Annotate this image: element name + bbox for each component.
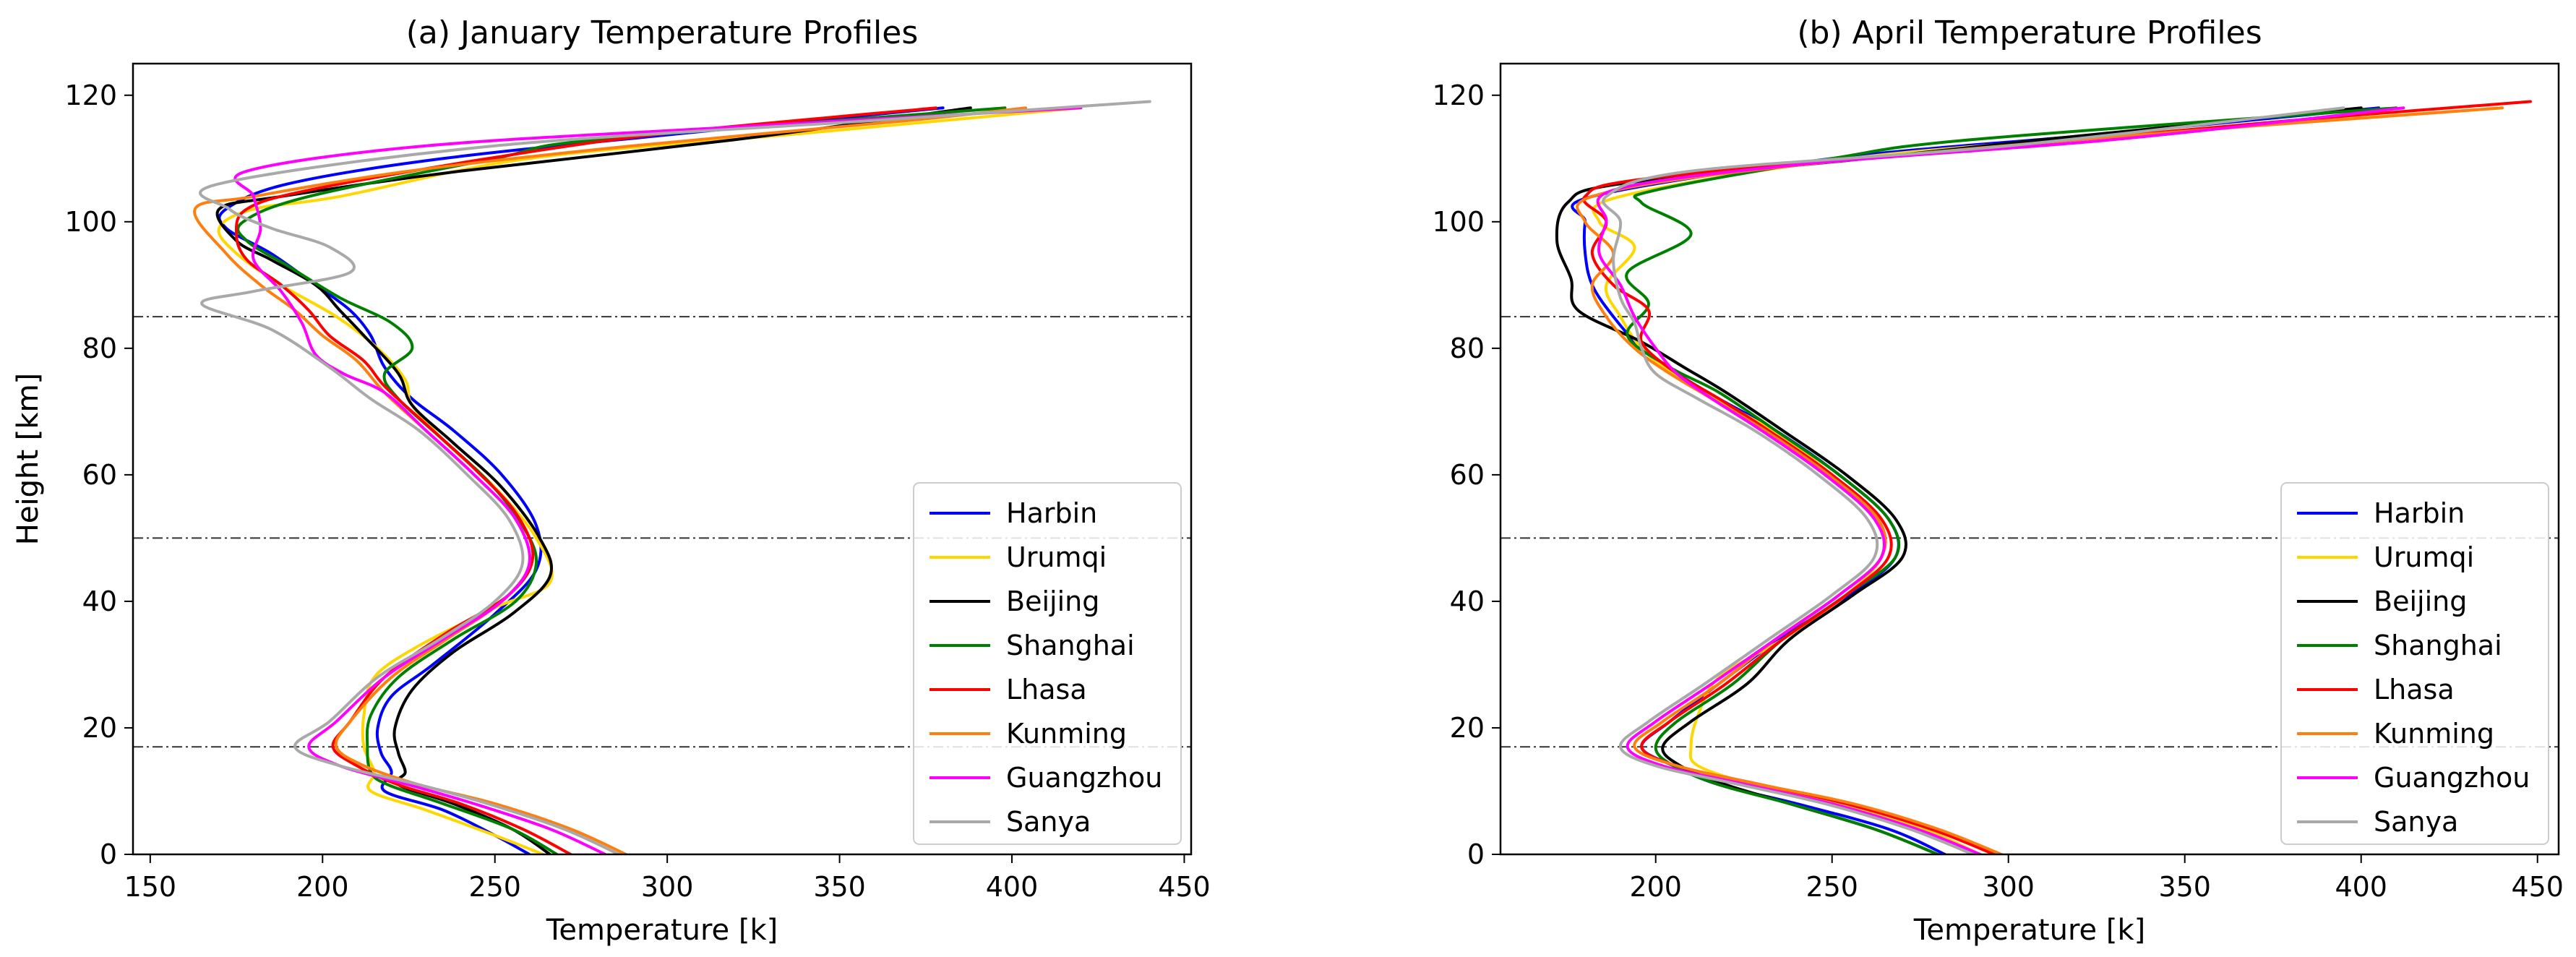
legend-label: Shanghai [2374,630,2502,661]
legend-label: Shanghai [1006,630,1135,661]
y-tick-label: 40 [82,585,117,617]
legend: Harbin Urumqi Beijing Shanghai Lhasa Kunming G… [2280,482,2549,845]
series-line-kunming [193,106,1028,854]
x-axis-label: Temperature [k] [546,914,778,947]
y-tick-label: 80 [1450,332,1485,364]
legend-label: Harbin [2374,497,2465,529]
y-tick-label: 20 [82,712,117,744]
y-tick-label: 100 [64,206,117,238]
legend-label: Kunming [1006,718,1127,750]
legend-label: Beijing [1006,585,1099,617]
x-tick-label: 200 [296,871,349,903]
x-tick-label: 350 [2158,871,2211,903]
y-axis-label: Height [km] [12,373,45,545]
y-tick-label: 80 [82,332,117,364]
x-tick-label: 350 [813,871,866,903]
y-tick-label: 60 [1450,459,1485,491]
legend-box [913,482,1182,845]
legend-label: Beijing [2374,585,2467,617]
legend-box [2280,482,2549,845]
y-tick-label: 120 [1432,80,1485,111]
legend-label: Guangzhou [1006,762,1162,794]
y-tick-label: 60 [82,459,117,491]
chart-title: (b) April Temperature Profiles [1797,14,2262,51]
y-tick-label: 120 [64,80,117,111]
x-tick-label: 200 [1629,871,1682,903]
legend-label: Urumqi [2374,541,2474,573]
legend-label: Lhasa [2374,674,2455,705]
x-axis-label: Temperature [k] [1913,914,2145,947]
x-tick-label: 150 [124,871,177,903]
y-axis-label: Height [km] [12,373,45,545]
panel-april: (b) April Temperature Profiles Temperatu… [12,14,2564,947]
series-line-lhasa [234,106,938,854]
legend-label: Guangzhou [2374,762,2530,794]
y-tick-label: 0 [100,838,117,870]
series-line-shanghai [236,106,1007,854]
x-tick-label: 400 [2335,871,2387,903]
x-tick-label: 450 [2511,871,2564,903]
series-line-sanya [199,100,1151,854]
legend-label: Lhasa [1006,674,1087,705]
series-group [193,100,1151,854]
y-tick-label: 0 [1467,838,1485,870]
series-group [1555,100,2532,854]
legend-label: Kunming [2374,718,2494,750]
series-line-guangzhou [1596,106,2405,854]
x-tick-label: 300 [1982,871,2035,903]
x-tick-label: 450 [1158,871,1211,903]
x-tick-label: 300 [641,871,694,903]
series-line-beijing [215,106,972,854]
legend-label: Harbin [1006,497,1097,529]
series-line-harbin [218,106,945,854]
x-tick-label: 400 [986,871,1039,903]
y-tick-label: 40 [1450,585,1485,617]
y-tick-label: 100 [1432,206,1485,238]
series-line-harbin [1571,106,2381,854]
x-tick-label: 250 [1806,871,1858,903]
x-tick-label: 250 [468,871,521,903]
legend-label: Urumqi [1006,541,1107,573]
chart-title: (a) January Temperature Profiles [406,14,919,51]
legend-label: Sanya [2374,806,2458,838]
legend-label: Sanya [1006,806,1091,838]
panel-january: (a) January Temperature Profiles Tempera… [12,14,1211,947]
axes-frame [1499,62,2560,856]
legend: Harbin Urumqi Beijing Shanghai Lhasa Kunming G… [913,482,1182,845]
y-tick-label: 20 [1450,712,1485,744]
series-line-sanya [1602,106,2345,854]
axes-frame [132,62,1193,856]
